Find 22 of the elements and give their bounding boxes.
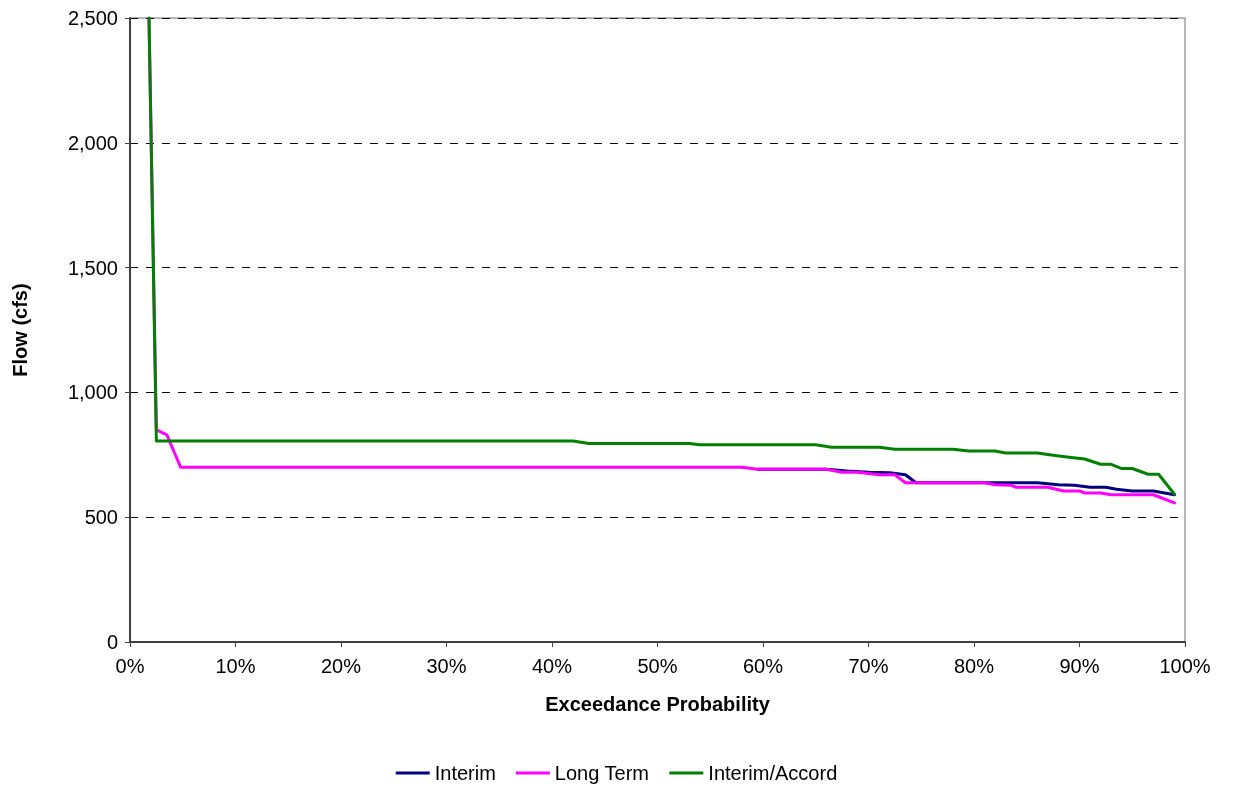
x-tick-label: 80%	[953, 655, 995, 677]
y-tick-label: 0	[106, 631, 118, 653]
y-axis-title: Flow (cfs)	[9, 283, 31, 377]
x-tick-label: 90%	[1059, 655, 1100, 677]
y-tick-label: 1,000	[67, 381, 118, 404]
legend-label: Interim	[434, 762, 496, 784]
x-axis-title: Exceedance Probability	[545, 693, 771, 715]
y-tick-label: 2,000	[67, 131, 118, 154]
y-tick-label: 2,500	[67, 7, 118, 29]
x-tick-label: 70%	[848, 655, 889, 677]
y-tick-label: 500	[84, 506, 118, 529]
legend-label: Interim/Accord	[708, 762, 838, 784]
x-tick-label: 100%	[1159, 655, 1211, 677]
x-tick-label: 60%	[742, 655, 784, 677]
y-tick-label: 1,500	[67, 256, 118, 279]
legend-label: Long Term	[554, 762, 649, 784]
x-tick-label: 40%	[531, 655, 573, 677]
x-tick-label: 50%	[637, 655, 678, 677]
x-tick-label: 20%	[320, 655, 362, 677]
x-tick-label: 30%	[426, 655, 467, 677]
x-tick-label: 0%	[115, 655, 145, 677]
x-tick-label: 10%	[215, 655, 256, 677]
